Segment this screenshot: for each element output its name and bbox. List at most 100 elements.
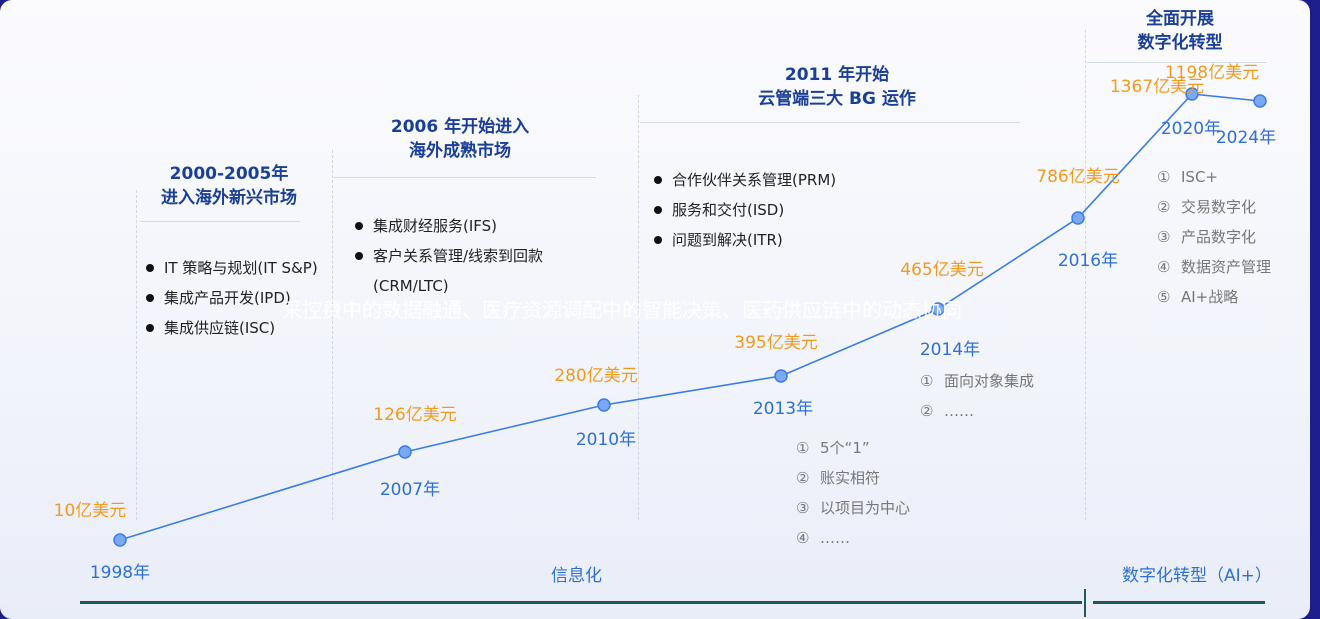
list-item: IT 策略与规划(IT S&P) — [146, 253, 318, 283]
list-item: ④ …… — [796, 523, 910, 553]
phase-divider — [1085, 30, 1086, 520]
circled-number: ② — [920, 402, 934, 420]
list-item-continuation: (CRM/LTC) — [373, 277, 449, 295]
x-tick-label: 2014年 — [920, 340, 980, 360]
phase-title-line: 2011 年开始 — [784, 65, 890, 85]
list-item: ① 面向对象集成 — [920, 366, 1034, 396]
list-item: ② …… — [920, 396, 1034, 426]
list-item: 客户关系管理/线索到回款 — [355, 241, 543, 271]
data-point — [931, 302, 945, 316]
list-item: 集成产品开发(IPD) — [146, 283, 318, 313]
list-item: ① ISC+ — [1157, 162, 1271, 192]
phase-title-line: 2000-2005年 — [169, 164, 289, 184]
list-item: ① 5个“1” — [796, 433, 910, 463]
note-text: …… — [820, 529, 850, 547]
data-point — [1071, 211, 1085, 225]
list-item: ③ 以项目为中心 — [796, 493, 910, 523]
phase-title-digital: 全面开展 数字化转型 — [1100, 7, 1260, 55]
phase-title-2000: 2000-2005年 进入海外新兴市场 — [139, 162, 319, 210]
circled-number: ③ — [796, 499, 810, 517]
stage-bar-divider — [1084, 589, 1086, 617]
circled-number: ① — [796, 439, 810, 457]
x-tick-label: 2010年 — [576, 430, 636, 450]
x-tick-label: 2020年 — [1161, 119, 1221, 139]
notes-2016: ① ISC+ ② 交易数字化 ③ 产品数字化 ④ 数据资产管理 ⑤ AI+战略 — [1157, 162, 1271, 312]
data-point — [1185, 87, 1199, 101]
data-label: 465亿美元 — [900, 260, 983, 280]
stage-bar-digital — [1093, 601, 1265, 604]
data-point — [113, 533, 127, 547]
note-text: 5个“1” — [820, 439, 870, 457]
phase-title-underline — [334, 177, 596, 178]
x-tick-label: 2016年 — [1058, 251, 1118, 271]
list-item: ⑤ AI+战略 — [1157, 282, 1271, 312]
x-tick-label: 2007年 — [380, 480, 440, 500]
phase-title-line: 2006 年开始进入 — [390, 117, 530, 137]
notes-2014: ① 面向对象集成 ② …… — [920, 366, 1034, 426]
stage-label-digital: 数字化转型（AI+） — [1122, 566, 1272, 586]
phase-title-2006: 2006 年开始进入 海外成熟市场 — [360, 115, 560, 163]
list-item: 集成供应链(ISC) — [146, 313, 318, 343]
phase-2011-list: 合作伙伴关系管理(PRM) 服务和交付(ISD) 问题到解决(ITR) — [654, 165, 836, 255]
circled-number: ④ — [796, 529, 810, 547]
note-text: 以项目为中心 — [820, 499, 911, 517]
data-label: 395亿美元 — [734, 333, 817, 353]
circled-number: ① — [1157, 168, 1171, 186]
list-item: 合作伙伴关系管理(PRM) — [654, 165, 836, 195]
data-point — [398, 445, 412, 459]
list-item: 服务和交付(ISD) — [654, 195, 836, 225]
phase-divider — [638, 95, 639, 520]
circled-number: ④ — [1157, 258, 1171, 276]
circled-number: ① — [920, 372, 934, 390]
phase-title-line: 海外成熟市场 — [409, 141, 511, 161]
x-tick-label: 1998年 — [90, 563, 150, 583]
circled-number: ⑤ — [1157, 288, 1171, 306]
list-item: ② 交易数字化 — [1157, 192, 1271, 222]
phase-2000-list: IT 策略与规划(IT S&P) 集成产品开发(IPD) 集成供应链(ISC) — [146, 253, 318, 343]
phase-divider — [136, 190, 137, 520]
overlay-caption: 采控费中的数据融通、医疗资源调配中的智能决策、医药供应链中的动态协同 — [282, 298, 962, 322]
list-item: ④ 数据资产管理 — [1157, 252, 1271, 282]
series-line — [119, 93, 1261, 541]
data-label: 126亿美元 — [373, 405, 456, 425]
phase-title-2011: 2011 年开始 云管端三大 BG 运作 — [737, 63, 937, 111]
note-text: 产品数字化 — [1181, 228, 1257, 246]
data-label: 1367亿美元 — [1110, 77, 1204, 97]
x-tick-label: 2024年 — [1216, 128, 1276, 148]
note-text: …… — [944, 402, 974, 420]
circled-number: ③ — [1157, 228, 1171, 246]
data-point — [1253, 94, 1267, 108]
phase-title-underline — [1087, 62, 1267, 63]
data-label: 1198亿美元 — [1165, 63, 1259, 83]
note-text: ISC+ — [1181, 168, 1218, 186]
data-label: 786亿美元 — [1036, 167, 1119, 187]
phase-title-line: 全面开展 — [1146, 9, 1214, 29]
phase-title-line: 数字化转型 — [1137, 33, 1223, 53]
phase-title-line: 进入海外新兴市场 — [161, 188, 297, 208]
list-item: ③ 产品数字化 — [1157, 222, 1271, 252]
circled-number: ② — [1157, 198, 1171, 216]
note-text: 数据资产管理 — [1181, 258, 1272, 276]
list-item: 问题到解决(ITR) — [654, 225, 836, 255]
circled-number: ② — [796, 469, 810, 487]
phase-divider — [332, 150, 333, 520]
list-item: 集成财经服务(IFS) — [355, 211, 543, 241]
stage-bar-info — [80, 601, 1082, 604]
phase-title-line: 云管端三大 BG 运作 — [758, 89, 916, 109]
x-tick-label: 2013年 — [753, 399, 813, 419]
list-item: ② 账实相符 — [796, 463, 910, 493]
notes-2013: ① 5个“1” ② 账实相符 ③ 以项目为中心 ④ …… — [796, 433, 910, 553]
phase-title-underline — [640, 122, 1020, 123]
note-text: 账实相符 — [820, 469, 881, 487]
note-text: 面向对象集成 — [944, 372, 1035, 390]
phase-2006-list: 集成财经服务(IFS) 客户关系管理/线索到回款 (CRM/LTC) — [355, 211, 543, 301]
data-label: 10亿美元 — [54, 501, 127, 521]
data-point — [774, 369, 788, 383]
data-point — [597, 398, 611, 412]
note-text: AI+战略 — [1181, 288, 1239, 306]
stage-label-info: 信息化 — [551, 566, 602, 586]
data-label: 280亿美元 — [554, 366, 637, 386]
note-text: 交易数字化 — [1181, 198, 1257, 216]
